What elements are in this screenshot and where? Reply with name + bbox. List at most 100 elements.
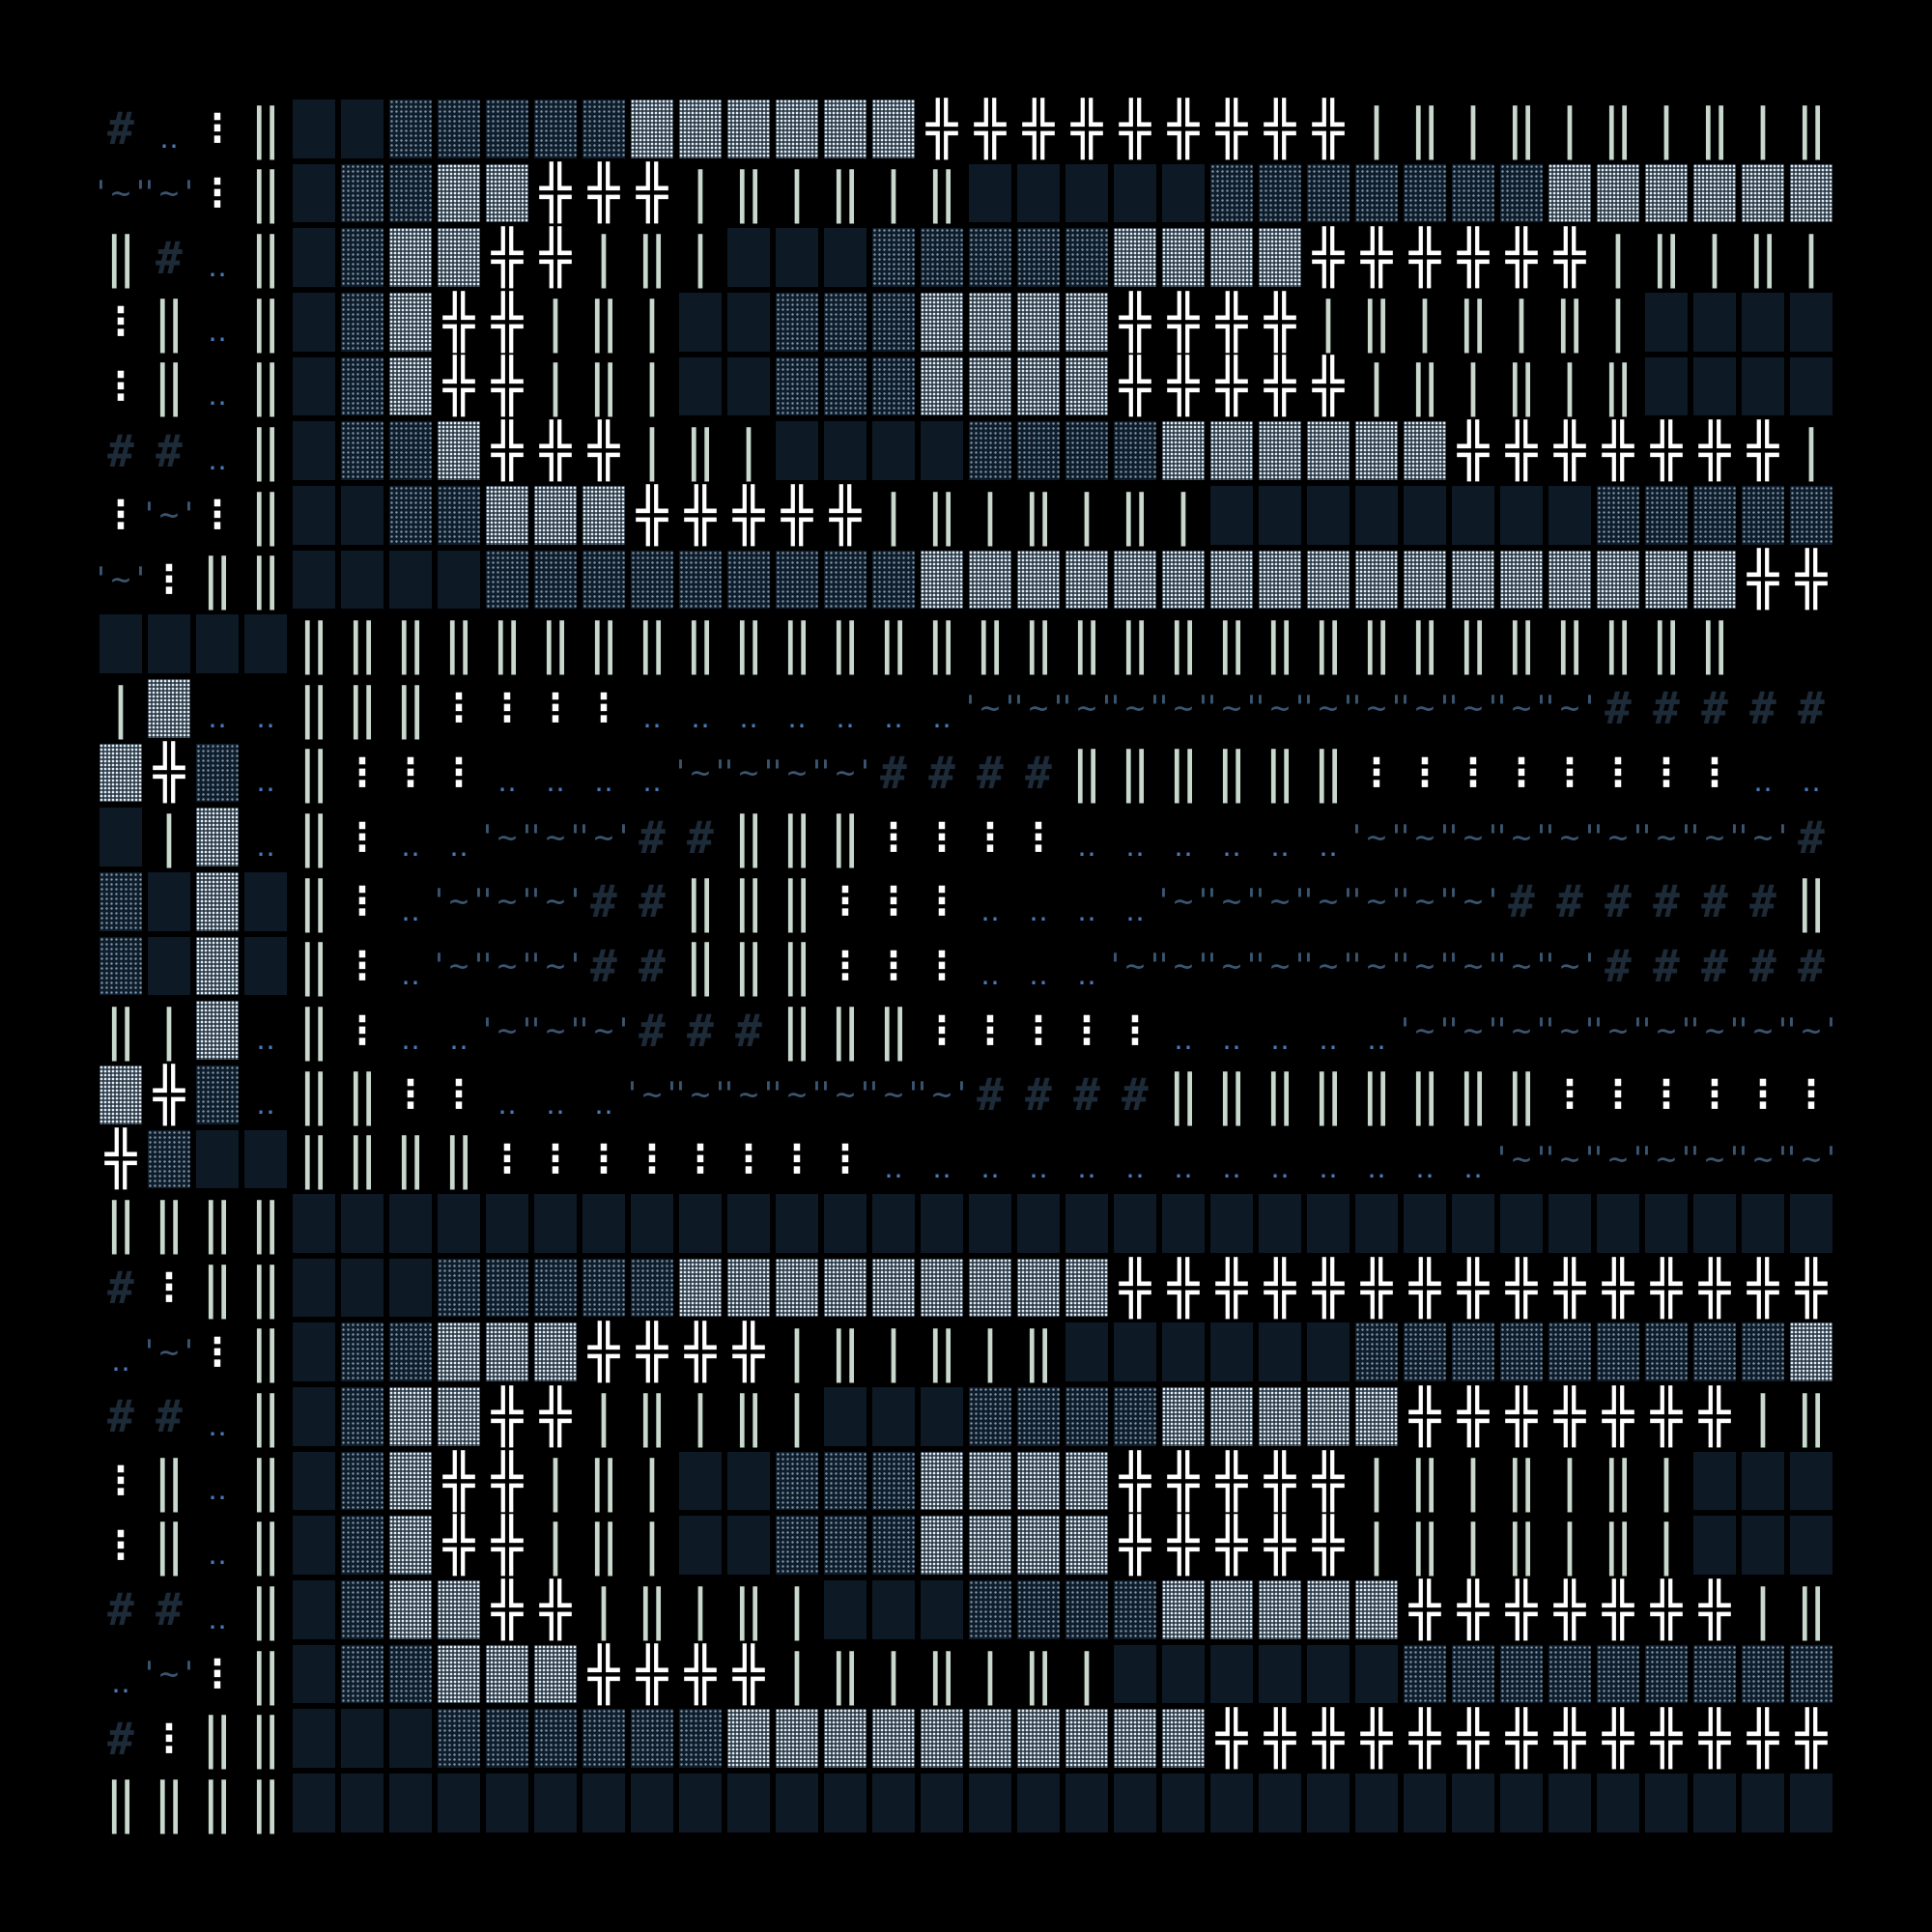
hash-glyph: #	[107, 1583, 134, 1636]
double-bar-glyph: ‖	[781, 806, 813, 869]
bright-dotted-block	[1352, 1384, 1401, 1449]
cross-glyph: ╬	[1698, 1385, 1731, 1447]
double-bar-glyph: ‖	[249, 355, 282, 418]
colon-glyph: ⁝	[982, 810, 998, 865]
dark-block	[1304, 1771, 1352, 1835]
colon-glyph: ⁝	[644, 1131, 660, 1186]
bright-dotted-block	[145, 676, 193, 741]
bright-dotted-block	[1159, 548, 1208, 612]
colon-glyph: ⁝	[1369, 745, 1384, 800]
hash-glyph: #	[977, 1068, 1004, 1122]
colon-glyph: ⁝	[934, 1003, 950, 1058]
dim-dotted-block	[628, 1706, 676, 1771]
cross-glyph: ╬	[732, 1643, 765, 1705]
cross-glyph: ╬	[1312, 355, 1345, 417]
bright-dotted-block	[869, 1256, 918, 1321]
bar-glyph: |	[1795, 226, 1828, 290]
dark-block	[290, 548, 338, 612]
cross-glyph: ╬	[1264, 1708, 1296, 1770]
dark-block	[918, 418, 966, 483]
bright-dotted-block	[1449, 548, 1497, 612]
bright-dotted-block	[1401, 418, 1449, 483]
dim-dotted-block	[1063, 225, 1111, 290]
double-bar-glyph: ‖	[249, 97, 282, 160]
double-bar-glyph: ‖	[1505, 1449, 1538, 1513]
cross-glyph: ╬	[491, 355, 524, 417]
dark-block	[869, 1771, 918, 1835]
bright-dotted-block	[435, 225, 483, 290]
cross-glyph: ╬	[1312, 98, 1345, 159]
colon-glyph: ⁝	[693, 1131, 708, 1186]
dark-block	[1401, 1771, 1449, 1835]
bright-dotted-block	[435, 1320, 483, 1384]
cross-glyph: ╬	[684, 484, 717, 546]
dark-block	[242, 869, 290, 934]
dots-glyph: ‥	[835, 700, 856, 735]
bright-dotted-block	[193, 934, 242, 999]
dark-block	[1739, 290, 1787, 355]
cross-glyph: ╬	[1698, 1578, 1731, 1640]
dots-glyph: ‥	[1269, 1151, 1291, 1186]
dark-block	[1546, 1771, 1594, 1835]
cross-glyph: ╬	[636, 162, 668, 224]
dark-block	[773, 418, 821, 483]
dark-block	[1642, 290, 1690, 355]
dark-block	[1159, 1320, 1208, 1384]
cross-glyph: ╬	[1119, 291, 1151, 353]
wave-glyph: '~'	[966, 689, 1014, 728]
wave-glyph: '~'	[1401, 946, 1449, 985]
double-bar-glyph: ‖	[587, 355, 620, 418]
dim-dotted-block	[1014, 1384, 1063, 1449]
cross-glyph: ╬	[1650, 1385, 1683, 1447]
colon-glyph: ⁝	[1707, 1067, 1722, 1122]
double-bar-glyph: ‖	[732, 806, 765, 869]
hash-glyph: #	[1749, 939, 1776, 992]
cross-glyph: ╬	[491, 1450, 524, 1512]
dots-glyph: ‥	[207, 314, 228, 349]
cross-glyph: ╬	[1215, 1708, 1248, 1770]
ascii-art-canvas: #‥⁝‖╬╬╬╬╬╬╬╬╬|‖|‖|‖|‖|‖'~''~'⁝‖╬╬╬|‖|‖|‖…	[97, 97, 1835, 1835]
dark-block	[483, 1771, 531, 1835]
double-bar-glyph: ‖	[539, 612, 572, 676]
dark-block	[1787, 355, 1835, 419]
dim-dotted-block	[338, 355, 386, 419]
cross-glyph: ╬	[1119, 98, 1151, 159]
double-bar-glyph: ‖	[732, 161, 765, 225]
cross-glyph: ╬	[1312, 1515, 1345, 1577]
dots-glyph: ‥	[448, 1022, 469, 1057]
wave-glyph: '~'	[1787, 1010, 1835, 1050]
double-bar-glyph: ‖	[684, 419, 717, 483]
bright-dotted-block	[1159, 1577, 1208, 1642]
dim-dotted-block	[1014, 418, 1063, 483]
cross-glyph: ╬	[1167, 1450, 1200, 1512]
bright-dotted-block	[1063, 1513, 1111, 1577]
double-bar-glyph: ‖	[1795, 1577, 1828, 1641]
cross-glyph: ╬	[587, 1643, 620, 1705]
cross-glyph: ╬	[1795, 1708, 1828, 1770]
cross-glyph: ╬	[442, 1515, 475, 1577]
dark-block	[242, 611, 290, 676]
double-bar-glyph: ‖	[1457, 612, 1490, 676]
dots-glyph: ‥	[255, 1087, 276, 1122]
bright-dotted-block	[1642, 548, 1690, 612]
colon-glyph: ⁝	[403, 1067, 418, 1122]
colon-glyph: ⁝	[982, 1003, 998, 1058]
dim-dotted-block	[1063, 1384, 1111, 1449]
hash-glyph: #	[1025, 1068, 1052, 1122]
bright-dotted-block	[435, 418, 483, 483]
cross-glyph: ╬	[1408, 227, 1441, 289]
cross-glyph: ╬	[1553, 1578, 1586, 1640]
cross-glyph: ╬	[1167, 355, 1200, 417]
cross-glyph: ╬	[587, 162, 620, 224]
dark-block	[193, 611, 242, 676]
bright-dotted-block	[869, 1706, 918, 1771]
dark-block	[1111, 161, 1159, 226]
double-bar-glyph: ‖	[1022, 612, 1055, 676]
dots-glyph: ‥	[400, 1022, 421, 1057]
dark-block	[338, 1191, 386, 1256]
cross-glyph: ╬	[1119, 1257, 1151, 1319]
colon-glyph: ⁝	[113, 1518, 128, 1573]
dark-block	[1690, 1449, 1739, 1514]
cross-glyph: ╬	[1070, 98, 1103, 159]
cross-glyph: ╬	[1215, 291, 1248, 353]
